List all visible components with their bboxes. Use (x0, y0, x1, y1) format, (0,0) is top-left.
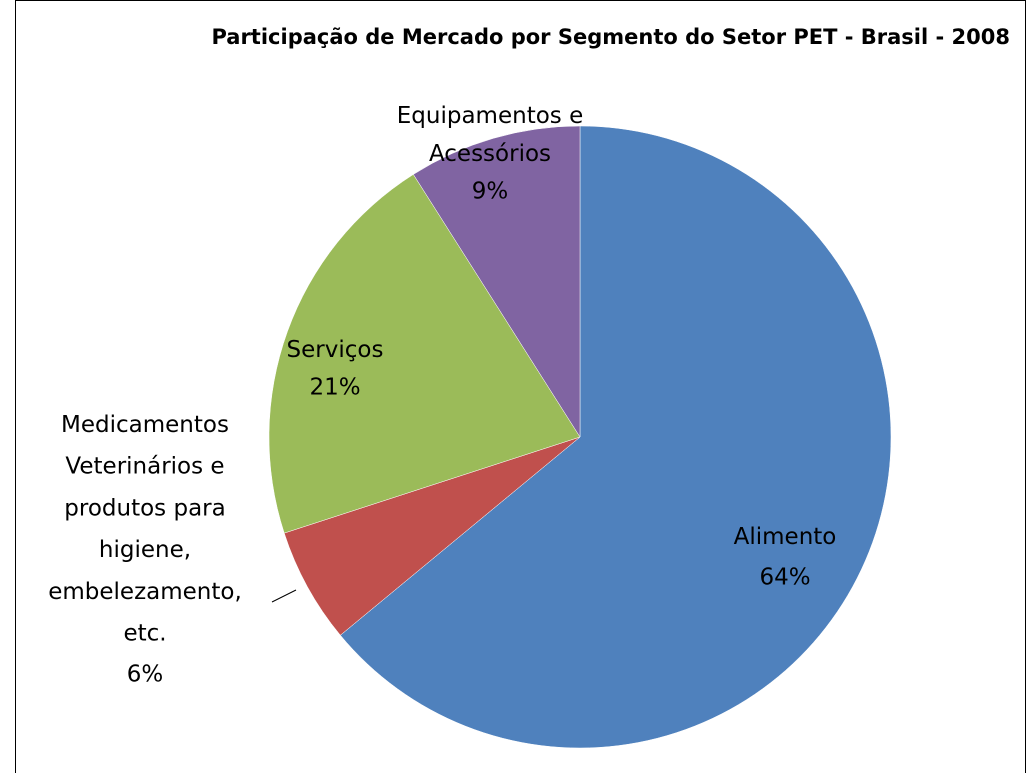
slice-label-line: etc. (123, 620, 166, 646)
slice-label-line: Medicamentos (61, 412, 229, 438)
slice-label: Medicamentos Veterinários e produtos para h… (48, 412, 242, 647)
slice-label-line: Serviços (287, 337, 384, 363)
pie-slice (268, 174, 581, 534)
value-label: 21% (309, 375, 360, 401)
value-label: 9% (472, 179, 509, 205)
slice-label: Serviços (287, 337, 384, 363)
leader-line (271, 589, 297, 603)
slice-label-line: Acessórios (429, 141, 551, 167)
value-label: 64% (759, 565, 810, 591)
pie-slice (413, 125, 581, 438)
pie-slice (340, 125, 892, 749)
slice-label-line: produtos para (64, 495, 225, 521)
value-label: 6% (127, 662, 164, 688)
slice-label-line: higiene, (99, 537, 191, 563)
slice-label-line: Alimento (734, 524, 837, 550)
slice-label-line: Equipamentos e (397, 103, 583, 129)
slice-label: Equipamentos e Acessórios (397, 103, 583, 167)
slice-label-line: embelezamento, (48, 578, 242, 604)
chart-title: Participação de Mercado por Segmento do … (211, 25, 1010, 49)
slice-label: Alimento (734, 524, 837, 550)
chart-frame (15, 0, 1026, 773)
slice-label-line: Veterinários e (65, 453, 224, 479)
